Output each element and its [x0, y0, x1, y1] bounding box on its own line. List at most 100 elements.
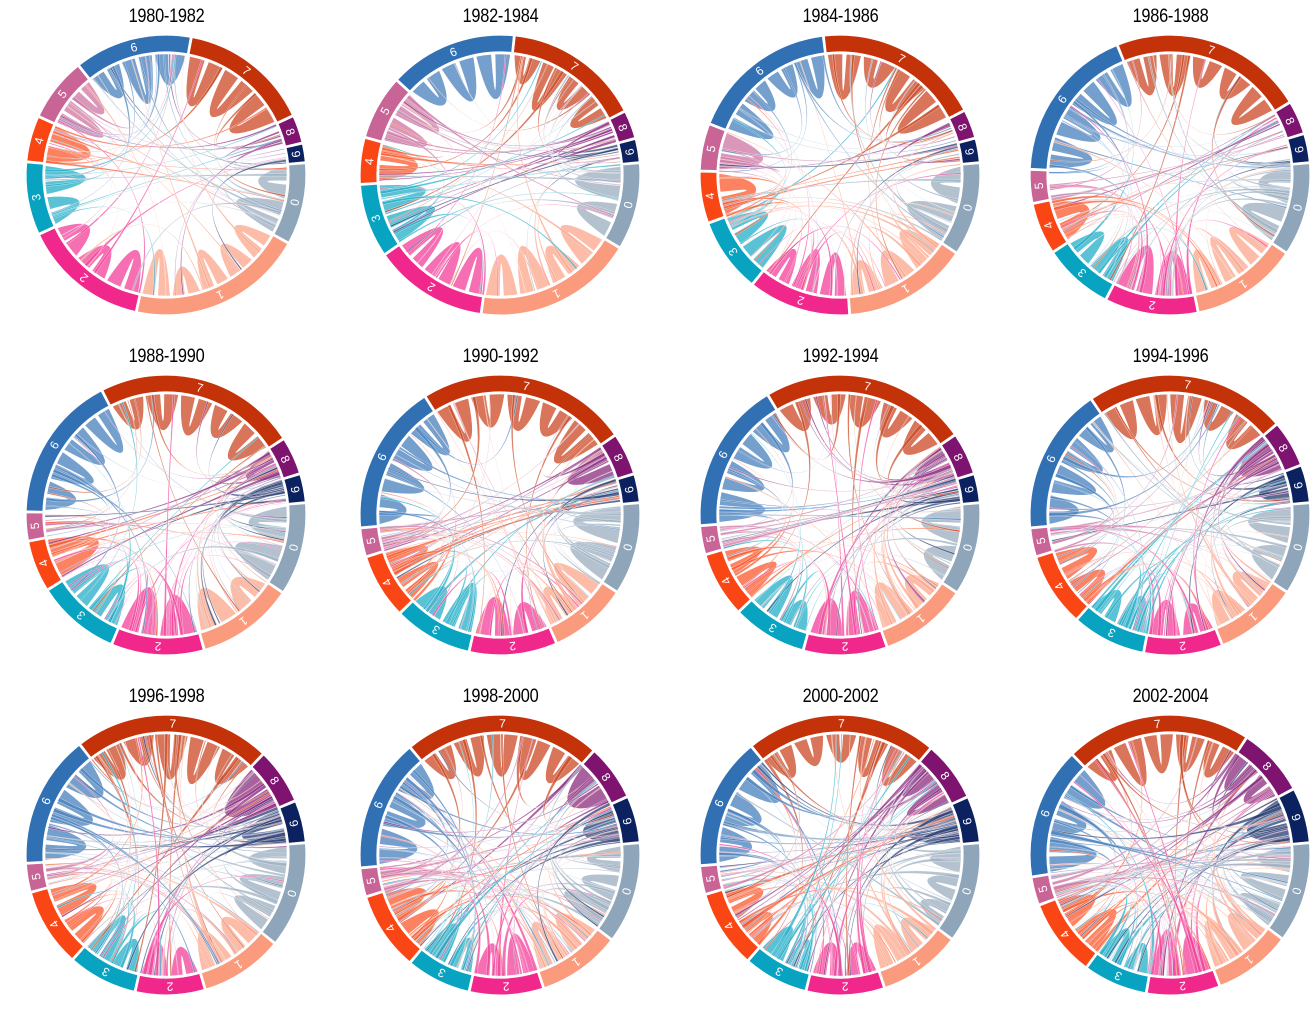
chord-ribbon	[79, 401, 138, 602]
chord-ribbon	[378, 130, 614, 181]
segment-label: 2	[1178, 979, 1186, 994]
chord-ribbon	[886, 767, 947, 915]
segment-arc-0	[268, 502, 307, 593]
segment-label: 0	[1290, 542, 1305, 552]
segment-label: 9	[962, 147, 977, 156]
chord-chart-panel: 1986-1988 9 8 7 6 5 4 3 2 1 0	[1007, 0, 1310, 333]
chord-ribbon	[1205, 867, 1291, 966]
chord-ribbon	[721, 535, 801, 621]
chord-ribbon	[1120, 415, 1240, 627]
chord-ribbon	[196, 455, 273, 629]
segment-arc-7	[512, 35, 626, 120]
chord-ribbon	[405, 776, 476, 972]
chord-ribbon	[395, 792, 471, 969]
segment-arc-9	[1286, 133, 1310, 165]
chord-ribbon	[752, 763, 923, 940]
chord-ribbon	[883, 830, 959, 955]
chord-ribbon	[61, 795, 274, 918]
chord-ribbon	[47, 397, 142, 493]
chord-ribbon	[721, 496, 961, 540]
chord-ribbon	[1106, 751, 1227, 963]
chord-ribbon	[406, 394, 491, 594]
segment-arc-8	[940, 434, 975, 479]
chord-ribbon-group-7	[1225, 413, 1262, 450]
segment-label: 7	[838, 716, 845, 730]
segment-label: 5	[363, 876, 378, 886]
chord-ribbon	[148, 734, 245, 949]
chord-ribbon	[385, 100, 597, 215]
chord-ribbon	[548, 85, 622, 184]
chord-ribbon	[721, 478, 957, 543]
segment-label: 5	[703, 874, 718, 883]
chord-ribbon-group-7	[1169, 393, 1203, 444]
chord-ribbon	[551, 781, 612, 905]
segment-label: 2	[841, 979, 849, 993]
chord-ribbon	[380, 872, 571, 955]
chord-ribbon	[382, 877, 461, 961]
chord-ribbon	[741, 815, 956, 929]
segment-arc-9	[617, 473, 641, 505]
segment-label: 7	[521, 379, 531, 394]
segment-arc-0	[261, 842, 307, 944]
chord-ribbon	[817, 462, 951, 635]
chord-ribbon	[394, 453, 621, 531]
chart-title: 1996-1998	[128, 686, 205, 707]
chord-chart-panel: 2000-2002 9 8 7 6 5 4 3 2 1 0	[677, 680, 1004, 1013]
chord-ribbon	[873, 403, 951, 481]
chord-ribbon	[1104, 544, 1284, 619]
chord-ribbon	[875, 88, 927, 280]
chord-ribbon	[1103, 120, 1279, 279]
chord-ribbon	[58, 54, 157, 138]
segment-label: 0	[286, 542, 301, 552]
chord-ribbon	[179, 735, 222, 965]
chord-ribbon	[1085, 558, 1256, 603]
chord-ribbon-group-6	[410, 413, 451, 456]
segment-arc-5	[360, 866, 384, 897]
chord-ribbon	[378, 57, 534, 171]
chord-ribbon	[723, 104, 941, 211]
chord-ribbon	[847, 394, 911, 615]
chord-ribbon	[497, 738, 534, 977]
chord-ribbon	[1168, 53, 1279, 234]
chord-ribbon	[174, 139, 283, 296]
chord-ribbon	[1077, 899, 1227, 963]
chord-ribbon	[54, 464, 148, 635]
chord-ribbon	[835, 480, 957, 637]
chart-title: 1990-1992	[462, 346, 539, 367]
segment-label: 7	[1206, 42, 1217, 57]
chord-chart-panel: 1984-1986 9 8 7 6 5 4 3 2 1 0	[677, 0, 1004, 333]
chord-ribbon	[387, 63, 549, 222]
segment-label: 4	[362, 157, 377, 165]
chord-ribbon	[1053, 819, 1168, 977]
chord-ribbon-group-1	[141, 248, 171, 297]
chord-ribbon	[136, 736, 160, 976]
segment-label: 8	[615, 122, 631, 134]
chord-ribbon	[727, 884, 930, 938]
chord-ribbon	[220, 797, 280, 831]
chord-ribbon	[547, 787, 602, 936]
segment-arc-1	[881, 582, 957, 648]
segment-arc-2	[469, 627, 557, 656]
chord-ribbon	[61, 471, 281, 578]
chord-ribbon	[401, 199, 616, 246]
chord-ribbon-group-7	[1134, 393, 1168, 436]
chord-ribbon	[1063, 551, 1242, 614]
chord-ribbon	[1097, 227, 1208, 291]
chord-ribbon-group-7	[209, 69, 254, 118]
chord-ribbon	[381, 423, 580, 544]
segment-arc-8	[919, 748, 968, 805]
chord-ribbon	[516, 55, 573, 274]
segment-label: 7	[863, 379, 873, 394]
segment-label: 9	[1292, 145, 1307, 155]
chord-ribbon	[769, 754, 958, 832]
segment-arc-5	[25, 862, 48, 893]
chord-ribbon	[1054, 542, 1152, 635]
chord-ribbon	[543, 449, 603, 611]
chord-ribbon	[396, 791, 523, 975]
segment-label: 8	[283, 127, 299, 138]
chord-ribbon-group-6	[378, 827, 418, 865]
chord-ribbon	[779, 570, 827, 635]
